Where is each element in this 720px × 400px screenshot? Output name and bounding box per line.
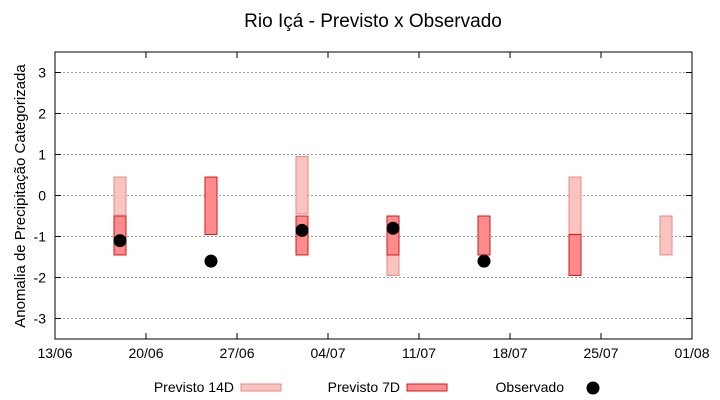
series-previsto-7d: [113, 176, 582, 276]
y-tick-label: -1: [34, 229, 47, 245]
point-observado: [295, 223, 309, 237]
y-tick-label: 0: [38, 188, 46, 204]
y-tick-label: 3: [38, 65, 46, 81]
legend-label: Previsto 7D: [328, 379, 400, 395]
y-axis-label: Anomalia de Precipitação Categorizada: [12, 64, 29, 328]
bar-previsto-14d: [295, 156, 309, 215]
y-tick-label: -3: [34, 311, 47, 327]
grid: [55, 72, 692, 319]
x-tick-label: 04/07: [310, 345, 345, 361]
x-tick-label: 01/08: [674, 345, 709, 361]
bar-previsto-7d: [477, 215, 491, 256]
bar-previsto-14d: [659, 215, 673, 256]
bar-previsto-7d: [204, 176, 218, 235]
y-axis: -3 -2 -1 0 1 2 3: [34, 65, 692, 327]
point-observado: [204, 254, 218, 268]
bar-previsto-14d: [568, 176, 582, 235]
x-tick-label: 18/07: [492, 345, 527, 361]
x-tick-label: 11/07: [402, 345, 436, 361]
y-tick-label: -2: [34, 270, 47, 286]
point-observado: [477, 254, 491, 268]
x-tick-label: 13/06: [37, 345, 72, 361]
legend-label: Previsto 14D: [154, 379, 234, 395]
legend-marker: [586, 381, 600, 395]
point-observado: [386, 221, 400, 235]
x-tick-label: 25/07: [583, 345, 618, 361]
x-tick-label: 27/06: [219, 345, 254, 361]
x-axis: 13/06 20/06 27/06 04/07 11/07 18/07 25/07 01/08: [37, 52, 710, 361]
point-observado: [113, 234, 127, 248]
legend-swatch: [406, 383, 448, 392]
series-observado: [113, 221, 491, 268]
x-tick-label: 20/06: [128, 345, 163, 361]
y-tick-label: 1: [38, 147, 46, 163]
legend: Previsto 14D Previsto 7D Observado: [154, 379, 600, 395]
y-tick-label: 2: [38, 106, 46, 122]
bar-previsto-7d: [568, 233, 582, 276]
chart-title: Rio Içá - Previsto x Observado: [244, 11, 502, 32]
legend-label: Observado: [496, 379, 565, 395]
legend-swatch: [240, 383, 282, 392]
